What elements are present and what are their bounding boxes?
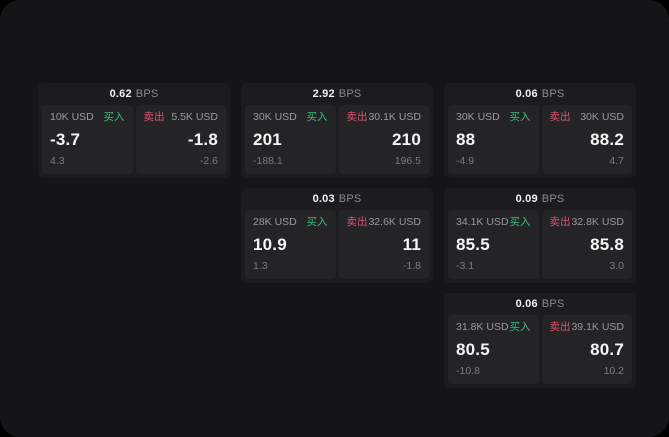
spread-unit: BPS [135, 88, 159, 100]
quote-panels: 30K USD 买入 201 -188.1 卖出 30.1K USD 210 1… [241, 105, 433, 178]
buy-label: 买入 [103, 111, 125, 123]
sell-price: 85.8 [590, 235, 624, 254]
sell-price: 210 [392, 130, 421, 149]
buy-label: 买入 [509, 216, 531, 228]
spread-value: 0.06 [515, 298, 538, 310]
buy-sub-value: -10.8 [456, 365, 480, 377]
buy-price: 201 [253, 130, 282, 149]
buy-label: 买入 [306, 216, 328, 228]
buy-amount: 30K USD [456, 111, 500, 123]
sell-quote-tile[interactable]: 卖出 32.6K USD 11 -1.8 [338, 210, 429, 279]
buy-price: 85.5 [456, 235, 490, 254]
buy-label: 买入 [509, 111, 531, 123]
sell-amount: 32.6K USD [368, 216, 421, 228]
sell-sub-value: 196.5 [394, 155, 421, 167]
sell-sub-value: 10.2 [603, 365, 624, 377]
buy-amount: 28K USD [253, 216, 297, 228]
sell-label: 卖出 [549, 111, 571, 123]
buy-quote-tile[interactable]: 34.1K USD 买入 85.5 -3.1 [448, 210, 539, 279]
sell-label: 卖出 [549, 321, 571, 333]
sell-quote-tile[interactable]: 卖出 30K USD 88.2 4.7 [541, 105, 632, 174]
sell-sub-value: -1.8 [402, 260, 421, 272]
buy-amount: 31.8K USD [456, 321, 509, 333]
spread-header: 0.62 BPS [38, 83, 230, 105]
spread-unit: BPS [541, 88, 565, 100]
buy-quote-tile[interactable]: 30K USD 买入 201 -188.1 [245, 105, 336, 174]
buy-quote-tile[interactable]: 28K USD 买入 10.9 1.3 [245, 210, 336, 279]
quote-card: 0.03 BPS 28K USD 买入 10.9 1.3 卖出 32.6K US… [241, 188, 433, 283]
quote-card: 0.62 BPS 10K USD 买入 -3.7 4.3 卖出 5.5K USD [38, 83, 230, 178]
spread-header: 0.09 BPS [444, 188, 636, 210]
sell-amount: 39.1K USD [571, 321, 624, 333]
buy-quote-tile[interactable]: 31.8K USD 买入 80.5 -10.8 [448, 315, 539, 384]
spread-value: 0.62 [109, 88, 132, 100]
quote-card: 2.92 BPS 30K USD 买入 201 -188.1 卖出 30.1K … [241, 83, 433, 178]
buy-price: 10.9 [253, 235, 287, 254]
buy-amount: 30K USD [253, 111, 297, 123]
sell-label: 卖出 [346, 216, 368, 228]
spread-unit: BPS [541, 193, 565, 205]
quote-panels: 30K USD 买入 88 -4.9 卖出 30K USD 88.2 4.7 [444, 105, 636, 178]
buy-amount: 34.1K USD [456, 216, 509, 228]
buy-quote-tile[interactable]: 10K USD 买入 -3.7 4.3 [42, 105, 133, 174]
sell-price: 88.2 [590, 130, 624, 149]
quote-panels: 34.1K USD 买入 85.5 -3.1 卖出 32.8K USD 85.8… [444, 210, 636, 283]
sell-amount: 30K USD [580, 111, 624, 123]
buy-quote-tile[interactable]: 30K USD 买入 88 -4.9 [448, 105, 539, 174]
spread-unit: BPS [338, 88, 362, 100]
buy-label: 买入 [509, 321, 531, 333]
buy-price: -3.7 [50, 130, 81, 149]
buy-amount: 10K USD [50, 111, 94, 123]
spread-value: 0.03 [312, 193, 335, 205]
sell-amount: 32.8K USD [571, 216, 624, 228]
buy-sub-value: 4.3 [50, 155, 65, 167]
buy-price: 88 [456, 130, 476, 149]
spread-value: 0.06 [515, 88, 538, 100]
spread-header: 0.06 BPS [444, 83, 636, 105]
buy-label: 买入 [306, 111, 328, 123]
buy-sub-value: -4.9 [456, 155, 475, 167]
quote-card: 0.09 BPS 34.1K USD 买入 85.5 -3.1 卖出 32.8K… [444, 188, 636, 283]
sell-quote-tile[interactable]: 卖出 5.5K USD -1.8 -2.6 [135, 105, 226, 174]
spread-value: 2.92 [312, 88, 335, 100]
sell-label: 卖出 [549, 216, 571, 228]
spread-value: 0.09 [515, 193, 538, 205]
sell-quote-tile[interactable]: 卖出 30.1K USD 210 196.5 [338, 105, 429, 174]
spread-unit: BPS [338, 193, 362, 205]
spread-header: 0.03 BPS [241, 188, 433, 210]
buy-sub-value: -188.1 [253, 155, 283, 167]
quote-card: 0.06 BPS 30K USD 买入 88 -4.9 卖出 30K USD [444, 83, 636, 178]
quote-cards-grid: 0.62 BPS 10K USD 买入 -3.7 4.3 卖出 5.5K USD [38, 83, 636, 388]
sell-sub-value: 3.0 [609, 260, 624, 272]
quote-panels: 28K USD 买入 10.9 1.3 卖出 32.6K USD 11 -1.8 [241, 210, 433, 283]
sell-quote-tile[interactable]: 卖出 39.1K USD 80.7 10.2 [541, 315, 632, 384]
buy-sub-value: 1.3 [253, 260, 268, 272]
quote-panels: 31.8K USD 买入 80.5 -10.8 卖出 39.1K USD 80.… [444, 315, 636, 388]
sell-price: 80.7 [590, 340, 624, 359]
buy-price: 80.5 [456, 340, 490, 359]
sell-price: 11 [402, 235, 421, 254]
spread-unit: BPS [541, 298, 565, 310]
sell-sub-value: 4.7 [609, 155, 624, 167]
sell-amount: 5.5K USD [171, 111, 218, 123]
sell-quote-tile[interactable]: 卖出 32.8K USD 85.8 3.0 [541, 210, 632, 279]
spread-header: 2.92 BPS [241, 83, 433, 105]
sell-price: -1.8 [187, 130, 218, 149]
sell-sub-value: -2.6 [199, 155, 218, 167]
sell-amount: 30.1K USD [368, 111, 421, 123]
quote-card: 0.06 BPS 31.8K USD 买入 80.5 -10.8 卖出 39.1… [444, 293, 636, 388]
buy-sub-value: -3.1 [456, 260, 475, 272]
quote-panels: 10K USD 买入 -3.7 4.3 卖出 5.5K USD -1.8 -2.… [38, 105, 230, 178]
sell-label: 卖出 [346, 111, 368, 123]
sell-label: 卖出 [143, 111, 165, 123]
spread-header: 0.06 BPS [444, 293, 636, 315]
